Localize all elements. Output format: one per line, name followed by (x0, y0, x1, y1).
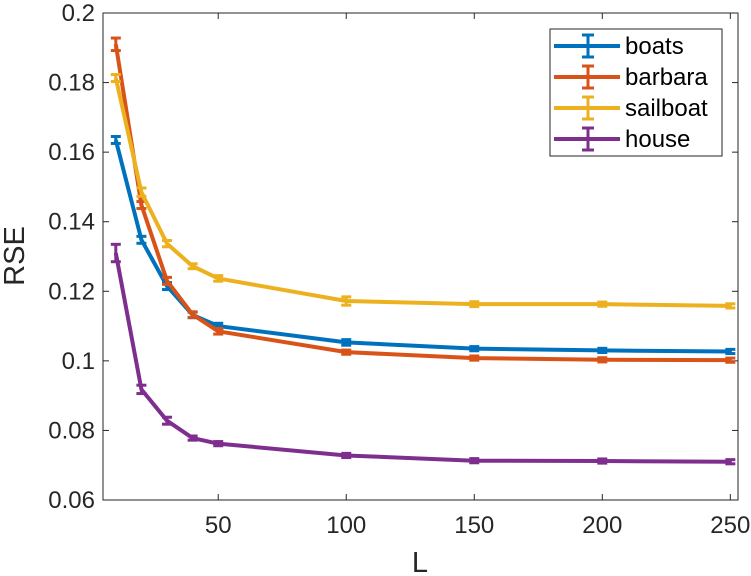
legend: boats barbara sailboat house (549, 28, 723, 157)
legend-item-barbara: barbara (554, 64, 708, 91)
error-bar-boats (110, 134, 121, 145)
error-bar-sailboat (213, 274, 224, 283)
error-bar-sailboat (469, 300, 480, 309)
x-tick-label: 200 (582, 512, 622, 539)
error-bar-house (341, 451, 352, 460)
error-bar-boats (725, 347, 736, 356)
y-tick-label: 0.08 (48, 417, 95, 444)
series-sailboat (110, 73, 736, 310)
error-bar-house (725, 458, 736, 466)
x-tick-label: 150 (454, 512, 494, 539)
legend-box (549, 28, 723, 157)
legend-item-sailboat: sailboat (554, 95, 708, 122)
error-bar-house (110, 242, 121, 264)
legend-label: sailboat (625, 95, 708, 122)
error-bar-sailboat (162, 238, 173, 249)
x-tick-label: 100 (326, 512, 366, 539)
error-bar-boats (469, 345, 480, 353)
error-bar-sailboat (187, 262, 198, 271)
y-tick-label: 0.16 (48, 139, 95, 166)
error-bar-house (597, 457, 608, 465)
legend-label: barbara (625, 64, 708, 91)
x-axis: 50 100 150 200 250 (205, 13, 750, 539)
error-bar-barbara (469, 354, 480, 362)
legend-item-house: house (554, 126, 690, 153)
error-bar-barbara (162, 275, 173, 286)
error-bar-boats (597, 346, 608, 355)
error-bar-sailboat (136, 186, 147, 198)
error-bar-barbara (341, 348, 352, 356)
legend-label: house (625, 126, 690, 153)
error-bar-barbara (187, 310, 198, 319)
error-bar-house (162, 415, 173, 426)
y-tick-label: 0.18 (48, 70, 95, 97)
error-bar-sailboat (725, 302, 736, 310)
y-axis: 0.06 0.08 0.1 0.12 0.14 0.16 0.18 0.2 (48, 0, 738, 514)
error-bar-barbara (597, 356, 608, 364)
legend-label: boats (625, 33, 684, 60)
x-tick-label: 250 (710, 512, 750, 539)
error-bar-sailboat (597, 300, 608, 308)
y-tick-label: 0.2 (62, 0, 95, 27)
error-bar-house (136, 383, 147, 396)
error-bar-boats (341, 338, 352, 347)
error-bar-sailboat (110, 73, 121, 84)
error-bar-sailboat (341, 295, 352, 307)
error-bar-house (213, 440, 224, 448)
x-axis-label: L (412, 547, 428, 576)
legend-item-boats: boats (554, 33, 684, 60)
y-tick-label: 0.12 (48, 278, 95, 305)
series-boats (110, 134, 736, 356)
error-bar-house (469, 457, 480, 465)
error-bar-barbara (725, 356, 736, 364)
x-tick-label: 50 (205, 512, 232, 539)
y-tick-label: 0.06 (48, 487, 95, 514)
error-bar-barbara (110, 36, 121, 53)
y-axis-label: RSE (0, 226, 31, 286)
series-house (110, 242, 736, 466)
error-bar-boats (136, 234, 147, 245)
error-bar-house (187, 434, 198, 442)
series-layer (110, 36, 736, 466)
y-tick-label: 0.1 (62, 348, 95, 375)
error-bar-barbara (213, 327, 224, 336)
y-tick-label: 0.14 (48, 209, 95, 236)
